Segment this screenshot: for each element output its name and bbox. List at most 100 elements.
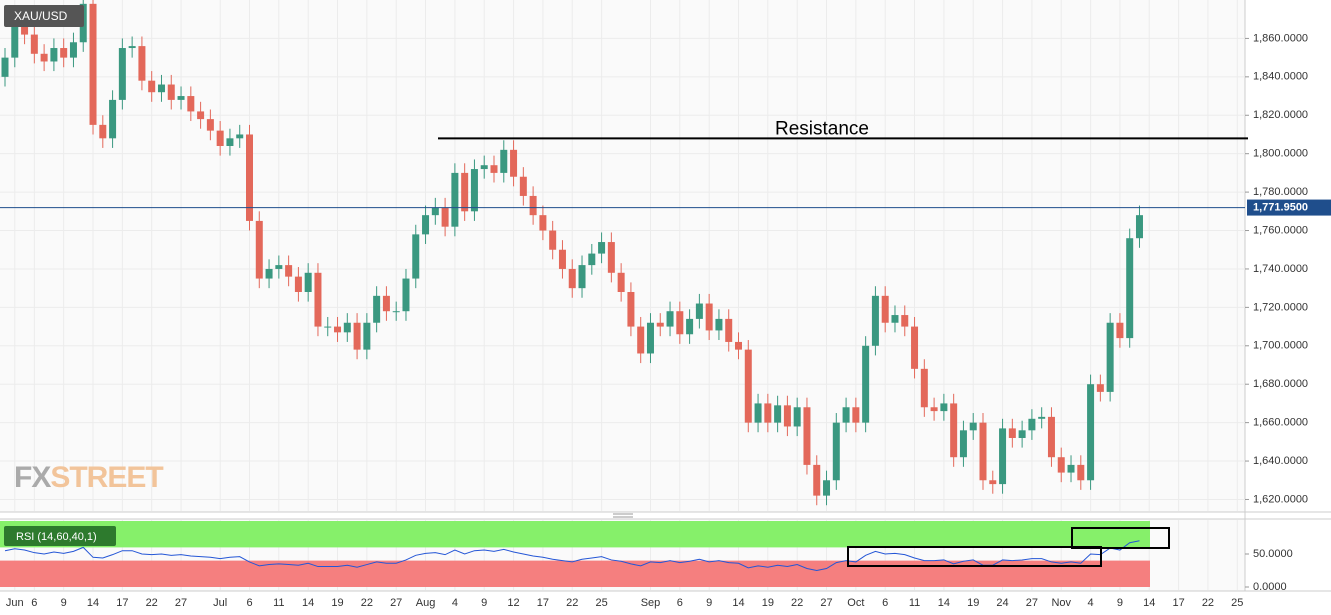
x-tick-label: 6 [31,597,37,609]
rsi-line [4,540,1140,572]
candle-body [607,242,615,273]
candle-body [901,315,909,327]
oversold-band [0,560,1150,587]
candle-body [226,138,234,146]
candle-body [705,303,713,331]
candle-body [598,242,606,254]
x-tick-label: 17 [1172,597,1184,609]
candle-body [588,253,596,266]
x-tick-label: 6 [882,597,888,609]
candle-body [431,207,439,216]
candle-body [1067,464,1075,473]
candle-body [1018,430,1026,438]
candle-body [304,272,312,292]
candle-body [1135,215,1143,239]
chart-title: XAU/USD [14,9,68,23]
y-tick-label: 50.0000 [1253,548,1293,560]
candle-body [343,322,351,333]
x-tick-label: 17 [537,597,549,609]
candle-body [128,46,136,49]
x-tick-label: 19 [762,597,774,609]
y-tick-label: 1,680.0000 [1253,378,1308,390]
candle-body [177,96,185,100]
candle-body [783,405,791,427]
candle-body [11,23,19,58]
watermark: FXSTREET [14,461,163,494]
x-tick-label: 9 [1117,597,1123,609]
candle-body [1096,384,1104,392]
candle-body [852,407,860,423]
x-tick-label: 14 [1143,597,1155,609]
candle-body [392,311,400,313]
candle-body [157,84,165,93]
candle-body [324,326,332,328]
candle-body [686,318,694,335]
candle-body [109,99,117,139]
candle-body [1038,416,1046,419]
candle-body [422,215,430,235]
candle-body [813,464,821,496]
x-tick-label: Aug [416,597,436,609]
y-tick-label: 1,720.0000 [1253,301,1308,313]
candle-body [275,265,283,269]
candle-body [617,272,625,292]
x-tick-label: 22 [146,597,158,609]
x-tick-label: Sep [641,597,661,609]
candle-body [735,341,742,350]
candle-body [1126,238,1134,339]
candle-body [959,430,967,458]
candle-body [832,422,840,481]
x-tick-label: 11 [909,597,920,609]
candle-body [30,34,38,54]
candle-body [500,149,508,173]
candle-body [1077,464,1085,481]
candle-body [695,303,703,319]
x-tick-label: 14 [87,597,99,609]
candle-body [382,295,390,312]
candle-body [676,311,684,335]
candle-body [480,165,488,170]
candle-body [148,80,156,93]
candle-body [236,134,244,139]
resistance-label: Resistance [775,118,869,139]
x-tick-label: 14 [938,597,950,609]
x-tick-label: 19 [331,597,343,609]
candle-body [911,326,919,369]
candle-body [285,265,293,277]
x-tick-label: 27 [1026,597,1038,609]
y-tick-label: 0.0000 [1253,581,1287,593]
handle [613,513,633,518]
x-tick-label: 24 [996,597,1008,609]
candle-body [373,295,381,323]
candle-body [940,403,948,412]
candle-body [118,48,126,100]
x-tick-label: 17 [116,597,128,609]
candle-body [930,407,938,412]
x-tick-label: 27 [175,597,187,609]
candle-body [402,278,410,312]
y-tick-label: 1,660.0000 [1253,417,1308,429]
candle-body [539,215,547,231]
x-tick-label: 4 [452,597,458,609]
rsi-name: RSI (14,60,40,1) [16,531,97,543]
y-tick-label: 1,780.0000 [1253,186,1308,198]
y-tick-label: 1,800.0000 [1253,148,1308,160]
x-tick-label: Jun [6,597,24,609]
candle-body [1087,384,1095,481]
candle-body [891,315,899,323]
candle-body [167,84,175,100]
candle-body [627,292,635,327]
y-tick-label: 1,640.0000 [1253,455,1308,467]
candle-body [1047,416,1055,458]
candle-body [197,111,205,120]
candle-body [529,195,537,216]
candle-body [999,428,1007,485]
y-tick-label: 1,860.0000 [1253,32,1308,44]
candle-body [862,345,870,423]
candle-body [519,176,527,196]
title-bg [4,5,84,27]
candle-body [363,322,371,350]
candle-body [40,53,48,62]
candle-body [1106,322,1114,392]
